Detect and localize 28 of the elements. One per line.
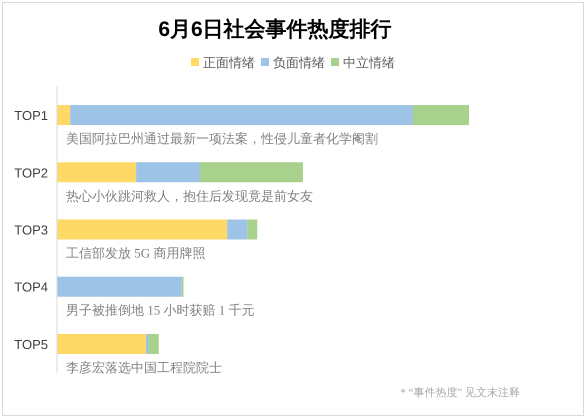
chart-title: 6月6日社会事件热度排行 — [158, 17, 392, 41]
annotation: 男子被推倒地 15 小时获赔 1 千元 — [66, 302, 254, 318]
bar — [57, 334, 146, 354]
y-tick-label: TOP4 — [14, 279, 48, 294]
legend-label: 中立情绪 — [343, 54, 395, 70]
annotation: 李彦宏落选中国工程院院士 — [66, 360, 222, 375]
bar — [57, 162, 136, 182]
bar — [57, 276, 182, 297]
bar — [247, 220, 258, 240]
legend-label: 负面情绪 — [273, 54, 325, 70]
annotation: 热心小伙跳河救人，抱住后发现竟是前女友 — [66, 188, 313, 204]
y-tick-label: TOP5 — [14, 336, 48, 352]
bar — [200, 162, 303, 182]
bar — [412, 105, 469, 126]
y-tick-label: TOP1 — [14, 108, 48, 123]
bar — [70, 105, 413, 126]
annotation: 美国阿拉巴州通过最新一项法案，性侵儿童者化学阉割 — [66, 131, 378, 146]
bar — [227, 220, 248, 240]
bar — [146, 334, 148, 354]
bar — [57, 220, 228, 240]
annotation: 工信部发放 5G 商用牌照 — [66, 246, 206, 260]
legend-label: 正面情绪 — [203, 54, 255, 70]
y-tick-label: TOP2 — [14, 164, 48, 180]
bar — [136, 162, 200, 182]
text: * “事件热度” 见文末注释 — [400, 386, 520, 399]
y-tick-label: TOP3 — [14, 222, 48, 237]
bar — [57, 105, 70, 126]
bar — [148, 334, 159, 354]
